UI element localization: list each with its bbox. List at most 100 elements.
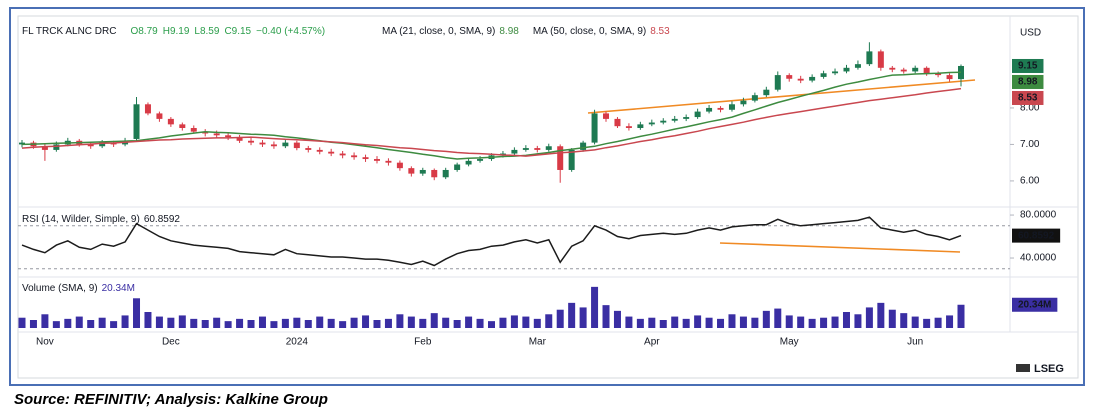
candle-body: [419, 169, 426, 174]
volume-bar: [52, 321, 60, 328]
volume-bar: [728, 314, 736, 328]
candle-body: [706, 107, 713, 112]
trend-line: [587, 79, 976, 114]
volume-bar: [18, 317, 26, 328]
volume-bar: [339, 321, 347, 328]
candle-body: [854, 64, 861, 68]
candle-body: [202, 131, 209, 134]
x-tick-label: Jun: [907, 337, 923, 348]
candle-body: [580, 142, 587, 150]
volume-bar: [430, 313, 438, 328]
volume-bar: [579, 307, 587, 328]
candle-body: [87, 144, 94, 147]
candle-body: [809, 76, 816, 81]
rsi-badge-bg: [1012, 228, 1061, 243]
volume-bar: [201, 320, 209, 328]
volume-value: 20.34M: [102, 283, 135, 294]
candle-body: [774, 75, 781, 90]
volume-bar: [774, 308, 782, 328]
volume-bar: [739, 316, 747, 328]
volume-bar: [64, 318, 72, 328]
volume-bar: [350, 317, 358, 328]
y-tick-label: 40.0000: [1020, 253, 1057, 264]
trend-line: [719, 242, 961, 253]
volume-bar: [327, 318, 335, 328]
candle-body: [717, 107, 724, 110]
ohlc-item: O8.79: [130, 26, 158, 37]
volume-bar: [797, 316, 805, 328]
volume-bar: [591, 286, 599, 328]
candle-body: [328, 151, 335, 154]
candle-body: [351, 155, 358, 158]
candle-body: [167, 118, 174, 125]
volume-bar: [522, 316, 530, 328]
candle-body: [144, 104, 151, 114]
candle-body: [591, 113, 598, 143]
volume-bar: [465, 316, 473, 328]
volume-bar: [934, 317, 942, 328]
candle-body: [454, 164, 461, 170]
volume-bar: [957, 304, 965, 328]
volume-badge-bg: [1012, 297, 1058, 312]
price-badge-bg: [1012, 74, 1044, 89]
y-tick-label: 80.0000: [1020, 210, 1057, 221]
header: FL TRCK ALNC DRC O8.79 H9.19 L8.59 C9.15 −0.4…: [22, 26, 325, 37]
candle-body: [946, 75, 953, 80]
candle-body: [259, 142, 266, 145]
candle-body: [316, 149, 323, 152]
candle-body: [912, 67, 919, 72]
y-tick-label: 8.00: [1020, 103, 1040, 114]
candle-body: [786, 75, 793, 79]
y-tick-label: 6.00: [1020, 176, 1040, 187]
ohlc-item: H9.19: [163, 26, 190, 37]
x-tick-label: Nov: [36, 337, 54, 348]
x-tick-label: May: [780, 337, 799, 348]
volume-bar: [190, 318, 198, 328]
candle-body: [477, 159, 484, 161]
candle-body: [293, 142, 300, 149]
volume-bar: [946, 315, 954, 328]
volume-bar: [121, 315, 129, 328]
volume-bar: [808, 318, 816, 328]
candle-body: [225, 135, 232, 138]
volume-bar: [751, 317, 759, 328]
candle-body: [935, 73, 942, 76]
candle-body: [99, 142, 106, 147]
axis-unit: USD: [1020, 28, 1041, 39]
candle-body: [156, 113, 163, 119]
volume-legend: Volume (SMA, 9) 20.34M: [22, 283, 135, 294]
candle-body: [396, 162, 403, 169]
candle-body: [648, 122, 655, 125]
candle-body: [522, 148, 529, 150]
candle-body: [820, 73, 827, 77]
ma-legend: MA (21, close, 0, SMA, 9) 8.98 MA (50, clo…: [382, 26, 670, 37]
candle-body: [728, 104, 735, 110]
volume-bar: [854, 314, 862, 328]
volume-bar: [236, 318, 244, 328]
ma-value: 8.53: [650, 26, 670, 37]
volume-bar: [785, 315, 793, 328]
volume-bar: [144, 312, 152, 328]
candle-body: [282, 142, 289, 147]
volume-bar: [178, 315, 186, 328]
candle-body: [866, 51, 873, 65]
volume-bar: [316, 316, 324, 328]
volume-bar: [499, 317, 507, 328]
x-tick-label: 2024: [286, 337, 309, 348]
volume-bar: [694, 315, 702, 328]
candle-body: [41, 146, 48, 150]
volume-bar: [270, 321, 278, 328]
volume-bar: [87, 320, 95, 328]
candle-body: [625, 126, 632, 129]
volume-bar: [705, 317, 713, 328]
candle-body: [534, 148, 541, 150]
ma-name: MA (21, close, 0, SMA, 9): [382, 26, 495, 37]
volume-bar: [762, 310, 770, 328]
volume-bar: [602, 305, 610, 328]
candle-body: [385, 160, 392, 163]
ohlc-item: −0.40 (+4.57%): [256, 26, 325, 37]
volume-bar: [648, 317, 656, 328]
ohlc-item: C9.15: [224, 26, 251, 37]
candle-body: [923, 67, 930, 74]
x-tick-label: Dec: [162, 337, 180, 348]
